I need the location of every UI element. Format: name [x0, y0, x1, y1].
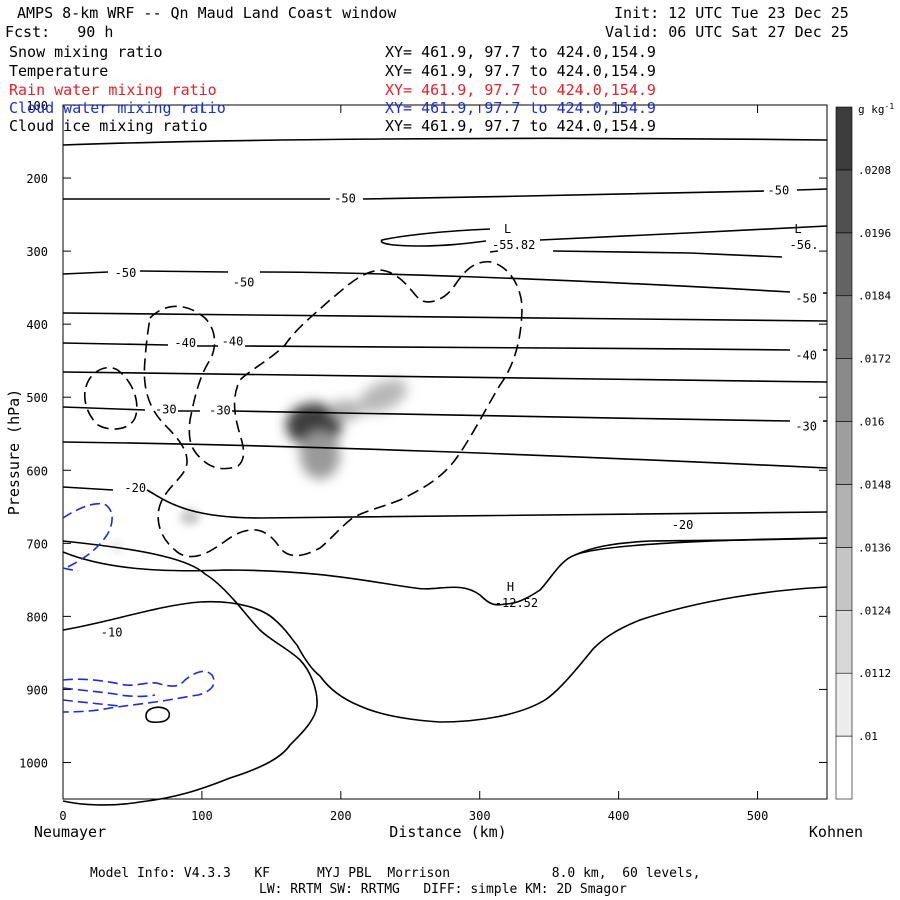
model-info-line-2: LW: RRTM SW: RRTMG DIFF: simple KM: 2D S… — [259, 882, 627, 897]
field-xy-2: XY= 461.9, 97.7 to 424.0,154.9 — [385, 81, 656, 99]
y-tick-label: 500 — [26, 391, 48, 405]
colorbar-segment — [835, 295, 853, 359]
contour-label: -50 — [334, 192, 356, 206]
y-tick-label: 600 — [26, 464, 48, 478]
valid-time: Valid: 06 UTC Sat 27 Dec 25 — [605, 23, 849, 41]
y-tick-label: 200 — [26, 172, 48, 186]
extremum-value: -56. — [790, 238, 819, 252]
y-tick-label: 800 — [26, 610, 48, 624]
contour-label: -10 — [101, 625, 123, 639]
contour-label: -50 — [768, 183, 790, 197]
extremum-symbol: L — [794, 222, 801, 236]
extremum-symbol: H — [507, 580, 514, 594]
colorbar-label: .0196 — [858, 227, 891, 240]
snow-shading — [111, 379, 408, 553]
field-xy-0: XY= 461.9, 97.7 to 424.0,154.9 — [385, 43, 656, 61]
x-tick-label: 500 — [747, 809, 769, 823]
contour-label: -20 — [672, 518, 694, 532]
axes: 0 100 200 300 400 500 100 200 300 400 500 600 700 800… — [19, 99, 827, 823]
colorbar-segment — [835, 672, 853, 737]
colorbar-label: .01 — [858, 730, 878, 743]
cloud-water-contours — [62, 502, 215, 713]
field-xy-3: XY= 461.9, 97.7 to 424.0,154.9 — [385, 99, 656, 117]
contour-label: -50 — [233, 276, 255, 290]
y-axis-label: Pressure (hPa) — [5, 389, 23, 515]
colorbar-label: .0112 — [858, 667, 891, 680]
colorbar-label: .0184 — [858, 290, 891, 303]
field-name-3: Cloud water mixing ratio — [9, 99, 226, 117]
endpoint-right-label: Kohnen — [809, 823, 863, 841]
field-name-4: Cloud ice mixing ratio — [9, 117, 208, 135]
forecast-hour: Fcst: 90 h — [5, 23, 114, 41]
colorbar-segment — [835, 609, 853, 674]
x-tick-label: 300 — [469, 809, 491, 823]
cloud-ice-small-loop — [145, 706, 171, 724]
cloud-ice-contours — [83, 260, 523, 558]
colorbar-segment — [835, 484, 853, 548]
extrema-labels: L -55.82 L -56. H -12.52 — [492, 222, 818, 610]
field-name-1: Temperature — [9, 62, 109, 80]
x-tick-label: 100 — [191, 809, 213, 823]
colorbar-label: .0208 — [858, 164, 891, 177]
contour-label: -40 — [795, 349, 817, 363]
chart-title: AMPS 8-km WRF -- Qn Maud Land Coast wind… — [17, 4, 397, 22]
model-info-line-1: Model Info: V4.3.3 KF MYJ PBL Morrison 8… — [90, 866, 701, 881]
field-name-2: Rain water mixing ratio — [9, 81, 217, 99]
field-name-0: Snow mixing ratio — [9, 43, 163, 61]
x-tick-label: 400 — [608, 809, 630, 823]
contour-label: -40 — [222, 335, 244, 349]
contour-label: -30 — [209, 403, 231, 417]
contour-label: -50 — [115, 266, 137, 280]
colorbar-segment — [835, 547, 853, 611]
contour-label: -20 — [124, 481, 146, 495]
y-tick-label: 700 — [26, 537, 48, 551]
extremum-symbol: L — [504, 222, 511, 236]
y-tick-label: 100 — [26, 99, 48, 113]
contour-label: -30 — [795, 419, 817, 433]
temperature-contours — [62, 137, 828, 806]
colorbar-label: .0148 — [858, 478, 891, 491]
contour-label: -50 — [795, 292, 817, 306]
colorbar-segment — [835, 358, 853, 422]
colorbar-unit: g kg-1 — [858, 102, 894, 116]
colorbar-label: .0136 — [858, 541, 891, 554]
colorbar-label: .0172 — [858, 353, 891, 366]
y-tick-label: 900 — [26, 683, 48, 697]
contour-labels: -50 -50 -50 -50 -50 -40 -40 -40 -30 -30 -30 -20 -20 -… — [101, 183, 817, 639]
x-tick-label: 0 — [59, 809, 66, 823]
x-axis-label: Distance (km) — [389, 823, 506, 841]
colorbar-segment — [835, 421, 853, 485]
colorbar-label: .016 — [858, 416, 885, 429]
init-time: Init: 12 UTC Tue 23 Dec 25 — [614, 4, 849, 22]
colorbar-segment — [835, 232, 853, 297]
colorbar-segment — [835, 735, 853, 800]
colorbar-segment — [835, 169, 853, 234]
extremum-value: -12.52 — [495, 596, 538, 610]
colorbar-segment — [835, 106, 853, 171]
extremum-value: -55.82 — [492, 238, 535, 252]
contour-label: -40 — [174, 336, 196, 350]
endpoint-left-label: Neumayer — [34, 823, 106, 841]
colorbar: .01 .0112 .0124 .0136 .0148 .016 .0172 .0184 .01… — [835, 106, 891, 800]
field-xy-1: XY= 461.9, 97.7 to 424.0,154.9 — [385, 62, 656, 80]
field-xy-4: XY= 461.9, 97.7 to 424.0,154.9 — [385, 117, 656, 135]
x-tick-label: 200 — [330, 809, 352, 823]
contour-label: -30 — [155, 403, 177, 417]
y-tick-label: 300 — [26, 245, 48, 259]
y-tick-label: 400 — [26, 318, 48, 332]
colorbar-label: .0124 — [858, 604, 891, 617]
y-tick-label: 1000 — [19, 756, 48, 770]
